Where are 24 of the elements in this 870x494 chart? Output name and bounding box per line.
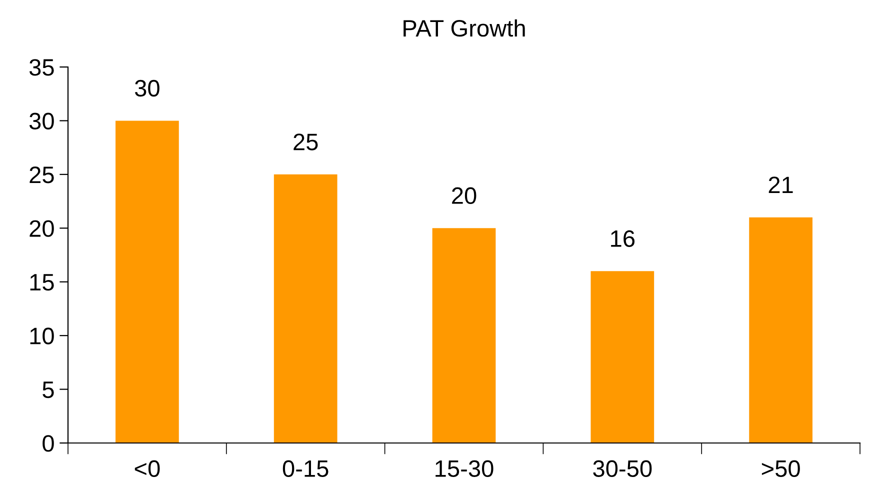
y-tick-label: 15: [30, 274, 54, 291]
x-tick-label: >50: [762, 460, 800, 478]
data-label: 25: [294, 134, 318, 150]
chart-title: PAT Growth: [404, 19, 525, 37]
y-tick-label: 20: [30, 220, 54, 237]
bar: [432, 228, 496, 443]
y-tick-label: 0: [42, 435, 54, 452]
x-tick-label: 0-15: [282, 460, 328, 478]
y-tick-label: 35: [29, 59, 54, 76]
bar: [274, 174, 338, 443]
data-label: 30: [134, 80, 160, 97]
x-tick-label: 30-50: [593, 460, 652, 478]
x-tick-label: 15-30: [436, 460, 494, 478]
x-tick-label: <0: [134, 460, 160, 478]
data-label: 20: [452, 187, 476, 204]
y-tick-label: 10: [30, 328, 54, 344]
y-tick-label: 5: [42, 382, 54, 398]
bar: [116, 120, 179, 443]
bar: [749, 217, 812, 443]
y-tick-label: 30: [29, 112, 54, 130]
y-tick-label: 25: [30, 166, 54, 184]
data-label: 21: [768, 176, 793, 194]
bar: [590, 271, 654, 443]
data-label: 16: [611, 230, 634, 248]
